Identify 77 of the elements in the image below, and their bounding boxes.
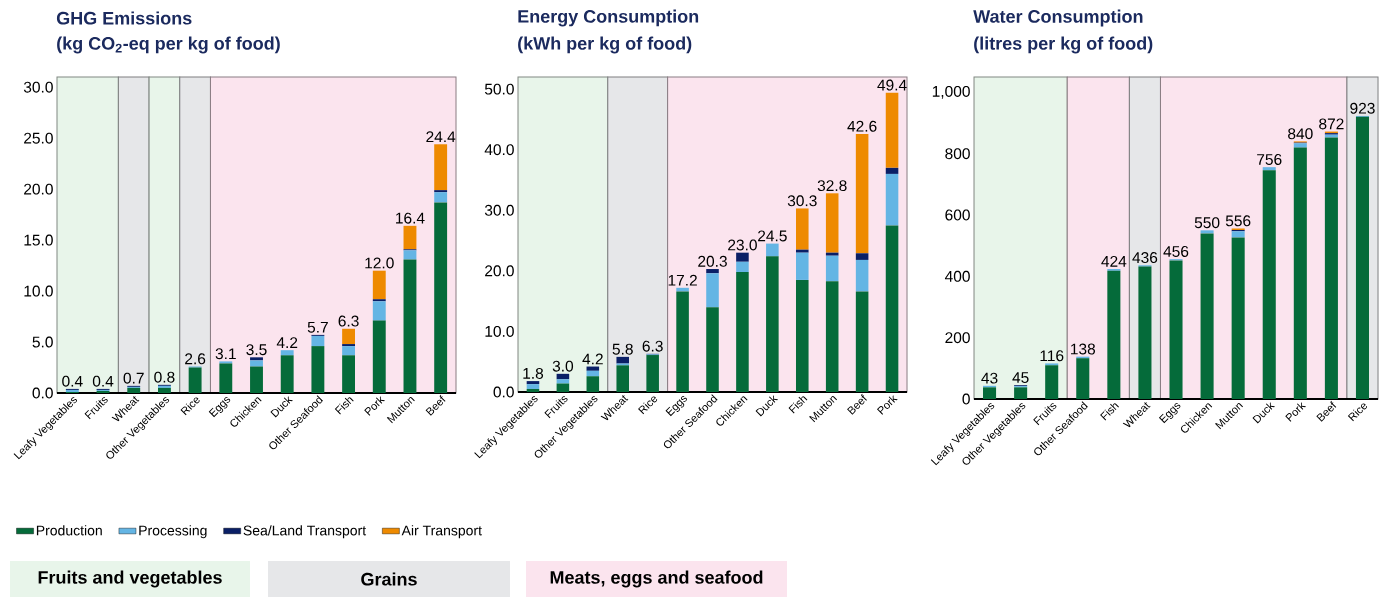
total-label: 116 xyxy=(1040,350,1064,362)
y-tick-label: 0.0 xyxy=(493,386,514,398)
chart-subtitle: (litres per kg of food) xyxy=(974,36,1153,54)
y-tick-label: 400 xyxy=(944,270,970,282)
total-label: 2.6 xyxy=(185,353,206,365)
total-label: 923 xyxy=(1350,102,1375,114)
total-label: 0.4 xyxy=(92,375,114,387)
y-tick-label: 50.0 xyxy=(484,83,514,95)
legend-label: Production xyxy=(36,525,102,536)
text: Grains xyxy=(361,572,417,586)
text: Meats, eggs and seafood xyxy=(550,570,763,588)
total-label: 30.3 xyxy=(787,195,817,207)
y-tick-label: 10.0 xyxy=(24,285,53,297)
y-tick-label: 30.0 xyxy=(484,204,514,216)
total-label: 3.1 xyxy=(215,348,236,360)
x-tick-label: Fish xyxy=(1100,403,1119,421)
x-tick-label: Rice xyxy=(180,397,200,416)
total-label: 17.2 xyxy=(668,274,697,286)
total-label: 550 xyxy=(1194,217,1220,229)
chart-subtitle: (kg CO$_{2}$-eq per kg of food) xyxy=(57,36,280,54)
total-label: 5.8 xyxy=(612,343,633,355)
legend-label: Processing xyxy=(139,525,207,539)
total-label: 3.0 xyxy=(552,360,574,372)
chart-title: Energy Consumption xyxy=(518,9,699,27)
y-tick-label: 1,000 xyxy=(932,85,970,99)
total-label: 436 xyxy=(1132,252,1158,264)
total-label: 3.5 xyxy=(246,344,267,356)
total-label: 16.4 xyxy=(396,212,425,224)
total-label: 12.0 xyxy=(365,257,394,269)
y-tick-label: 30.0 xyxy=(23,81,53,93)
total-label: 49.4 xyxy=(877,79,907,91)
y-tick-label: 200 xyxy=(945,332,970,344)
y-tick-label: 600 xyxy=(945,209,970,221)
total-label: 24.4 xyxy=(426,131,456,143)
y-tick-label: 0.0 xyxy=(32,387,53,399)
x-tick-label: Fish xyxy=(334,397,354,415)
y-tick-label: 20.0 xyxy=(485,265,514,277)
y-tick-label: 10.0 xyxy=(485,325,514,337)
total-label: 0.4 xyxy=(62,375,83,387)
x-tick-label: Fish xyxy=(788,396,808,414)
total-label: 4.2 xyxy=(276,337,298,348)
total-label: 0.7 xyxy=(123,372,144,384)
total-label: 43 xyxy=(981,372,998,384)
total-label: 756 xyxy=(1257,153,1282,165)
y-tick-label: 20.0 xyxy=(24,183,53,195)
chart-subtitle: (kWh per kg of food) xyxy=(518,36,692,54)
y-tick-label: 0 xyxy=(962,393,970,405)
total-label: 138 xyxy=(1071,343,1096,355)
total-label: 20.3 xyxy=(698,255,727,267)
total-label: 1.8 xyxy=(523,367,544,379)
total-label: 424 xyxy=(1101,255,1127,267)
y-tick-label: 25.0 xyxy=(24,132,53,144)
total-label: 5.7 xyxy=(307,321,328,333)
y-tick-label: 40.0 xyxy=(484,144,514,156)
total-label: 32.8 xyxy=(817,180,847,192)
total-label: 42.6 xyxy=(847,120,877,132)
total-label: 4.2 xyxy=(582,353,603,365)
y-tick-label: 15.0 xyxy=(24,234,53,246)
x-tick-label: Rice xyxy=(638,396,658,415)
total-label: 6.3 xyxy=(338,315,359,327)
total-label: 840 xyxy=(1288,128,1313,140)
total-label: 6.3 xyxy=(642,340,663,352)
text: Fruits and vegetables xyxy=(38,570,222,588)
total-label: 556 xyxy=(1225,215,1251,227)
chart-title: Water Consumption xyxy=(973,9,1143,27)
x-tick-label: Rice xyxy=(1347,403,1367,422)
y-tick-label: 5.0 xyxy=(32,336,53,348)
y-tick-label: 800 xyxy=(945,148,970,160)
chart-title: GHG Emissions xyxy=(56,11,192,25)
total-label: 45 xyxy=(1012,372,1029,383)
total-label: 24.5 xyxy=(758,230,787,242)
legend-label: Air Transport xyxy=(401,525,482,539)
legend-label: Sea/Land Transport xyxy=(243,525,367,539)
total-label: 0.8 xyxy=(154,371,175,383)
total-label: 872 xyxy=(1319,118,1344,130)
total-label: 23.0 xyxy=(728,239,757,251)
total-label: 456 xyxy=(1163,245,1189,257)
